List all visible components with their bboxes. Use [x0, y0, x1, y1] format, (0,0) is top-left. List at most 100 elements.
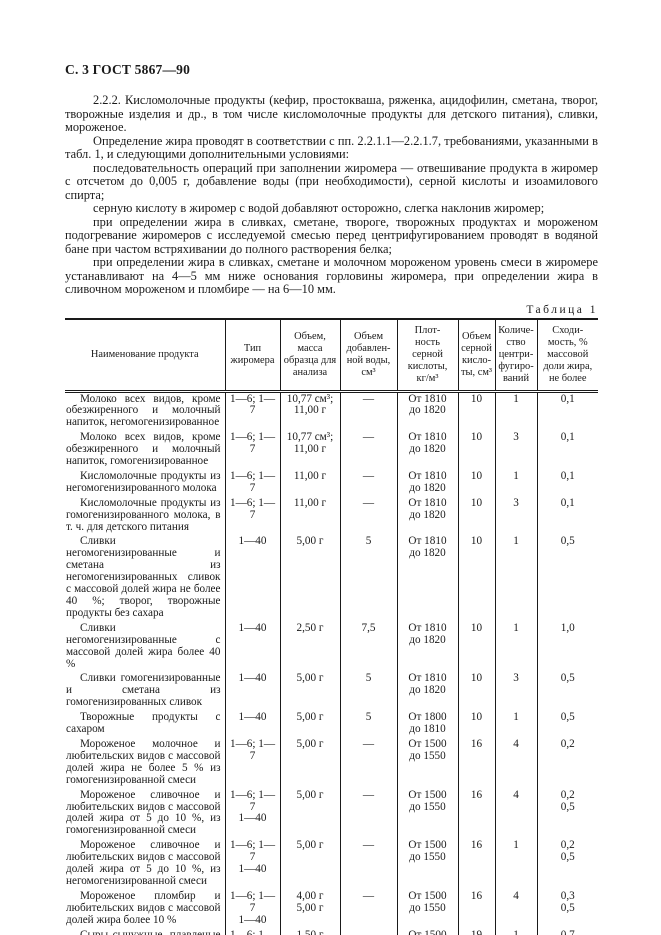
table-header: Наименование продукта Тип жиромера Объем… — [65, 318, 598, 393]
table-row: Молоко всех видов, кроме обезжиренного и… — [65, 431, 598, 470]
cell-acid-density: От 1500 до 1550 — [396, 839, 458, 890]
cell-acid-volume: 10 — [457, 391, 495, 432]
cell-sample-volume: 11,00 г — [279, 469, 340, 497]
cell-butyrometer-type: 1—6; 1—7 — [224, 928, 280, 935]
cell-acid-density: От 1810 до 1820 — [396, 431, 458, 470]
cell-product-name: Мороженое сливочное и любительских видов… — [66, 839, 221, 887]
page-content: С. 3 ГОСТ 5867—90 2.2.2. Кисломолочные п… — [65, 62, 598, 935]
cell-added-water: — — [339, 737, 397, 789]
cell-added-water: — — [339, 496, 397, 536]
cell-butyrometer-type: 1—40 — [224, 535, 280, 622]
cell-acid-density: От 1810 до 1820 — [396, 469, 458, 497]
paragraph: 2.2.2. Кисломолочные продукты (кефир, пр… — [65, 93, 598, 134]
cell-product-name: Кисломолочные продукты из негомогенизиро… — [66, 469, 221, 494]
cell-added-water: — — [339, 839, 397, 890]
table-row: Мороженое сливочное и любительских видов… — [65, 839, 598, 890]
cell-acid-volume: 16 — [457, 737, 495, 789]
cell-added-water: — — [339, 889, 397, 929]
cell-product-name: Сливки негомогенизированные и сметана из… — [66, 535, 221, 619]
cell-acid-volume: 19 — [457, 928, 495, 935]
header-acid-density: Плот- ность серной кислоты, кг/м³ — [396, 318, 458, 393]
table-row: Сливки негомогенизированные с массовой д… — [65, 621, 598, 673]
table-row: Сливки негомогенизированные и сметана из… — [65, 535, 598, 622]
cell-sample-volume: 4,00 г 5,00 г — [279, 889, 340, 929]
cell-centrifugations: 4 — [494, 788, 537, 840]
cell-product-name: Кисломолочные продукты из гомогенизирова… — [66, 496, 221, 533]
cell-sample-volume: 5,00 г — [279, 535, 340, 622]
cell-butyrometer-type: 1—6; 1—7 — [224, 469, 280, 497]
cell-centrifugations: 1 — [494, 928, 537, 935]
cell-product-name: Творожные продукты с сахаром — [66, 711, 221, 736]
cell-acid-density: От 1500 до 1550 — [396, 788, 458, 840]
cell-added-water: — — [339, 391, 397, 432]
cell-acid-volume: 16 — [457, 839, 495, 890]
cell-centrifugations: 1 — [494, 839, 537, 890]
cell-centrifugations: 3 — [494, 672, 537, 712]
cell-acid-volume: 10 — [457, 621, 495, 673]
cell-convergence: 0,5 — [536, 711, 598, 738]
cell-acid-volume: 10 — [457, 711, 495, 738]
cell-butyrometer-type: 1—6; 1—7 — [224, 431, 280, 470]
header-convergence: Сходи- мость, % массовой доли жира, не б… — [536, 318, 598, 393]
cell-sample-volume: 5,00 г — [279, 737, 340, 789]
cell-centrifugations: 1 — [494, 621, 537, 673]
cell-convergence: 0,1 — [536, 431, 598, 470]
cell-acid-volume: 10 — [457, 672, 495, 712]
paragraph: серную кислоту в жиромер с водой добавля… — [93, 201, 545, 215]
cell-centrifugations: 4 — [494, 889, 537, 929]
table-row: Творожные продукты с сахаром 1—40 5,00 г… — [65, 711, 598, 738]
cell-acid-volume: 10 — [457, 496, 495, 536]
cell-centrifugations: 1 — [494, 391, 537, 432]
table-row: Мороженое молочное и любительских видов … — [65, 737, 598, 789]
cell-acid-density: От 1810 до 1820 — [396, 496, 458, 536]
cell-sample-volume: 10,77 см³; 11,00 г — [279, 431, 340, 470]
paragraph: последовательность операций при заполнен… — [65, 160, 598, 202]
cell-acid-volume: 16 — [457, 788, 495, 840]
cell-convergence: 0,7 — [536, 928, 598, 935]
table-row: Мороженое сливочное и любительских видов… — [65, 788, 598, 840]
cell-acid-volume: 10 — [457, 535, 495, 622]
table-caption: Таблица 1 — [526, 303, 598, 316]
cell-added-water: 5 — [339, 711, 397, 738]
cell-acid-density: От 1500 до 1550 — [396, 889, 458, 929]
cell-acid-density: От 1810 до 1820 — [396, 391, 458, 432]
cell-acid-density: От 1800 до 1810 — [396, 711, 458, 738]
cell-sample-volume: 5,00 г — [279, 839, 340, 890]
cell-convergence: 0,2 0,5 — [536, 839, 598, 890]
cell-product-name: Мороженое пломбир и любительских видов с… — [66, 889, 221, 926]
cell-butyrometer-type: 1—6; 1—7 — [224, 391, 280, 432]
cell-convergence: 0,3 0,5 — [536, 889, 598, 929]
cell-acid-volume: 16 — [457, 889, 495, 929]
cell-centrifugations: 4 — [494, 737, 537, 789]
cell-acid-density: От 1500 до 1550 — [396, 737, 458, 789]
cell-butyrometer-type: 1—6; 1—7 — [224, 737, 280, 789]
cell-butyrometer-type: 1—6; 1—7 1—40 — [224, 889, 280, 929]
table-row: Кисломолочные продукты из негомогенизиро… — [65, 469, 598, 497]
cell-product-name: Мороженое молочное и любительских видов … — [66, 737, 221, 786]
cell-butyrometer-type: 1—40 — [224, 672, 280, 712]
cell-added-water: — — [339, 431, 397, 470]
cell-acid-density: От 1810 до 1820 — [396, 621, 458, 673]
cell-sample-volume: 1,50 г — [279, 928, 340, 935]
page-header-text: С. 3 ГОСТ 5867—90 — [65, 62, 191, 77]
cell-product-name: Молоко всех видов, кроме обезжиренного и… — [66, 392, 221, 429]
cell-convergence: 0,2 0,5 — [536, 788, 598, 840]
table-row: Сыры сычужные, плавленые и сырные продук… — [65, 928, 598, 935]
table-row: Кисломолочные продукты из гомогенизирова… — [65, 496, 598, 536]
table-row: Мороженое пломбир и любительских видов с… — [65, 889, 598, 929]
cell-added-water: 5 — [339, 672, 397, 712]
cell-butyrometer-type: 1—40 — [224, 621, 280, 673]
cell-added-water: 7,5 — [339, 621, 397, 673]
cell-centrifugations: 1 — [494, 469, 537, 497]
cell-centrifugations: 3 — [494, 496, 537, 536]
cell-product-name: Мороженое сливочное и любительских видов… — [66, 788, 221, 837]
header-product-name: Наименование продукта — [65, 318, 225, 393]
cell-convergence: 0,1 — [536, 469, 598, 497]
cell-acid-density: От 1810 до 1820 — [396, 672, 458, 712]
cell-centrifugations: 1 — [494, 711, 537, 738]
cell-product-name: Сыры сычужные, плавленые и сырные продук… — [80, 928, 221, 935]
cell-centrifugations: 1 — [494, 535, 537, 622]
table-row: Молоко всех видов, кроме обезжиренного и… — [65, 391, 598, 432]
body-paragraphs: 2.2.2. Кисломолочные продукты (кефир, пр… — [65, 93, 598, 297]
